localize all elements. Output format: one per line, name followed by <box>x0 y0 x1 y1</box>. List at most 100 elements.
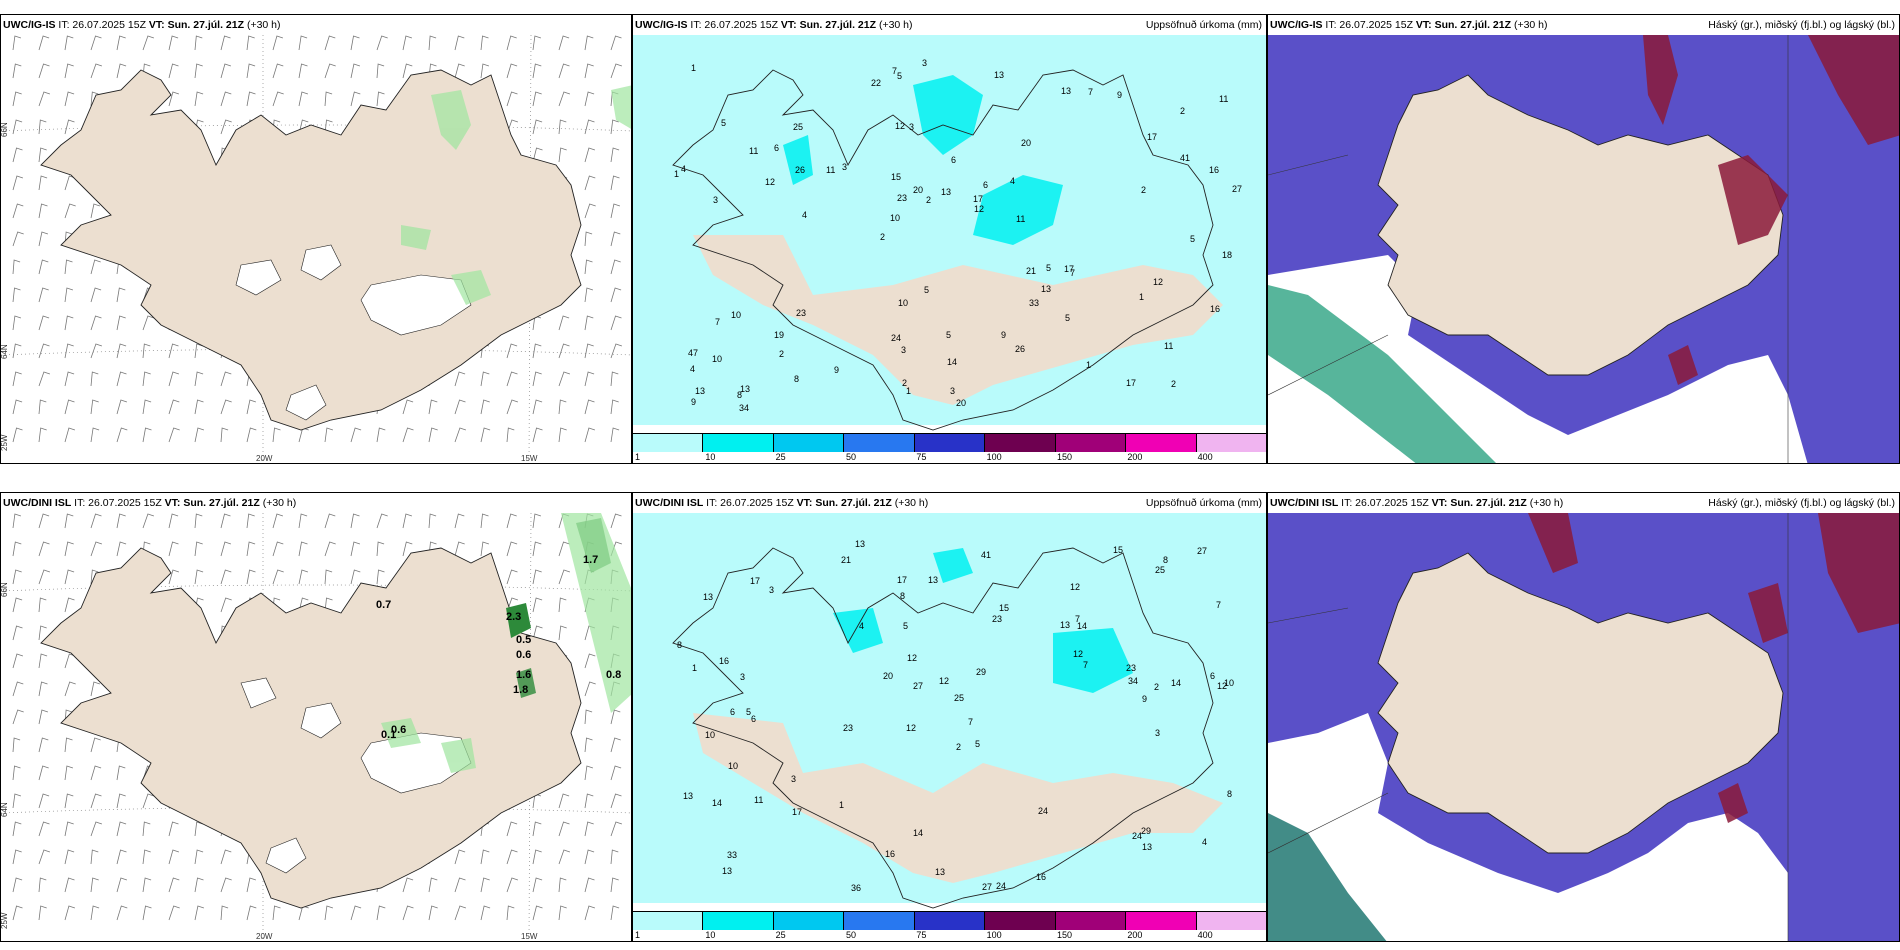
wind-barb <box>220 35 231 51</box>
wind-barb <box>558 119 567 135</box>
wind-barb <box>558 427 567 443</box>
colorbar-label: 10 <box>705 930 716 940</box>
wind-barb <box>12 597 23 613</box>
wind-value: 0.1 <box>381 729 396 741</box>
wind-barb <box>480 513 489 529</box>
wind-barb <box>584 765 594 781</box>
wind-barb <box>558 91 571 107</box>
precip-value: 10 <box>898 298 908 308</box>
colorbar-label: 50 <box>846 930 857 940</box>
colorbar-label: 50 <box>846 452 857 462</box>
precip-value: 17 <box>973 194 983 204</box>
wind-barb <box>506 371 518 387</box>
wind-barb <box>64 821 74 837</box>
precip-value: 33 <box>727 850 737 860</box>
wind-barb <box>584 427 596 443</box>
wind-barb <box>64 315 74 331</box>
wind-barb <box>90 905 100 921</box>
precip-value: 17 <box>750 576 760 586</box>
wind-barb <box>38 653 48 669</box>
wind-barb <box>454 427 467 443</box>
wind-barb <box>350 541 361 557</box>
wind-barb <box>480 63 490 79</box>
wind-barb <box>298 513 308 529</box>
wind-barb <box>116 793 126 809</box>
precip-value: 12 <box>974 204 984 214</box>
wind-barb <box>12 905 23 921</box>
wind-barb <box>454 849 466 865</box>
precip-value: 9 <box>1117 90 1122 100</box>
lon-label-25w: 25W <box>1 434 9 451</box>
wind-barb <box>38 709 49 725</box>
wind-barb <box>558 793 570 809</box>
precip-value: 10 <box>731 310 741 320</box>
precip-value: 17 <box>1126 378 1136 388</box>
init-time: IT: 26.07.2025 15Z <box>690 19 778 31</box>
precip-value: 4 <box>1202 837 1207 847</box>
precip-value: 17 <box>792 807 802 817</box>
precip-value: 24 <box>996 881 1006 891</box>
wind-barb <box>194 91 204 107</box>
panel-clouds-igis: UWC/IG-IS IT: 26.07.2025 15Z VT: Sun. 27… <box>1267 14 1900 464</box>
wind-value: 2.3 <box>506 611 521 623</box>
wind-barb <box>12 175 24 191</box>
precip-value: 2 <box>880 232 885 242</box>
wind-barb <box>584 905 596 921</box>
wind-barb <box>454 371 466 387</box>
green-band <box>1268 285 1496 463</box>
wind-barb <box>116 821 127 837</box>
precip-value: 4 <box>1010 176 1015 186</box>
colorbar-swatch <box>703 434 774 452</box>
wind-barb <box>402 427 414 443</box>
precip-value: 5 <box>1065 313 1070 323</box>
wind-barb <box>142 35 155 51</box>
wind-barb <box>610 513 622 529</box>
wind-barb <box>480 35 489 51</box>
wind-barb <box>584 709 593 725</box>
precip-value: 10 <box>1224 678 1234 688</box>
wind-barb <box>38 175 48 191</box>
wind-barb <box>194 877 204 893</box>
wind-barb <box>142 371 151 387</box>
precip-value: 3 <box>769 585 774 595</box>
wind-barb <box>506 541 518 557</box>
wind-barb <box>12 259 21 275</box>
precip-value: 9 <box>1142 694 1147 704</box>
wind-barb <box>12 35 22 51</box>
colorbar-swatch <box>633 912 704 930</box>
precip-value: 1 <box>691 63 696 73</box>
lat-label-64n: 64N <box>1 344 9 359</box>
colorbar-swatch <box>773 912 845 930</box>
wind-barb <box>116 765 126 781</box>
wind-barb <box>38 147 47 163</box>
wind-barb <box>350 569 361 585</box>
precip-value: 16 <box>1036 872 1046 882</box>
wind-barb <box>38 259 49 275</box>
precip-value: 8 <box>1163 555 1168 565</box>
wind-value: 0.6 <box>391 724 406 736</box>
wind-barb <box>558 597 567 613</box>
lead-time: (+30 h) <box>894 497 929 509</box>
wind-barb <box>610 709 621 725</box>
precip-value: 13 <box>1142 842 1152 852</box>
precip-value: 17 <box>1064 264 1074 274</box>
wind-barb <box>558 315 570 331</box>
wind-barb <box>194 849 204 865</box>
wind-barb <box>610 821 623 837</box>
precip-value: 1 <box>674 169 679 179</box>
panel-header: UWC/DINI ISL IT: 26.07.2025 15Z VT: Sun.… <box>1 493 631 513</box>
iceland-dry-area <box>693 713 1223 883</box>
precip-value: 9 <box>1001 330 1006 340</box>
wind-barb <box>584 793 594 809</box>
wind-barb <box>610 905 620 921</box>
wind-barb <box>194 63 203 79</box>
precip-value: 16 <box>1210 304 1220 314</box>
precip-value: 14 <box>1171 678 1181 688</box>
wind-barb <box>38 287 49 303</box>
precip-value: 7 <box>968 717 973 727</box>
wind-barb <box>116 541 127 557</box>
wind-barb <box>90 203 101 219</box>
precip-value: 3 <box>909 122 914 132</box>
lon-label-15w: 15W <box>521 932 538 941</box>
wind-barb <box>142 793 155 809</box>
